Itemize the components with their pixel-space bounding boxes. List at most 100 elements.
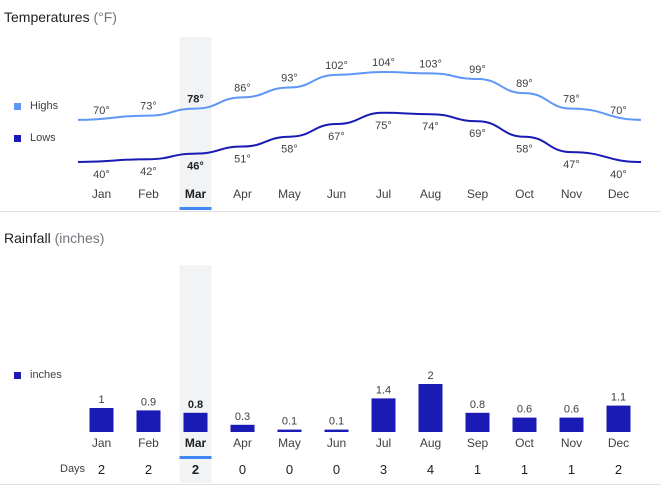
data-label-lows-nov: 47° <box>563 159 580 171</box>
section-divider <box>0 211 661 212</box>
x-tick-label-apr[interactable]: Apr <box>233 187 252 201</box>
selected-month-highlight <box>179 37 212 207</box>
days-value-nov: 1 <box>568 462 575 477</box>
x-tick-label-rainfall-apr[interactable]: Apr <box>233 436 252 450</box>
data-label-highs-jul: 104° <box>372 57 395 69</box>
data-label-lows-jul: 75° <box>375 120 392 132</box>
x-tick-label-rainfall-oct[interactable]: Oct <box>515 436 534 450</box>
data-label-lows-mar: 46° <box>187 161 204 173</box>
x-tick-label-rainfall-mar[interactable]: Mar <box>185 436 207 450</box>
data-label-highs-nov: 78° <box>563 94 580 106</box>
x-tick-label-rainfall-aug[interactable]: Aug <box>420 436 441 450</box>
x-tick-label-jan[interactable]: Jan <box>92 187 111 201</box>
x-tick-label-dec[interactable]: Dec <box>608 187 629 201</box>
x-tick-label-rainfall-jun[interactable]: Jun <box>327 436 346 450</box>
x-tick-label-rainfall-sep[interactable]: Sep <box>467 436 489 450</box>
series-line-lows <box>77 111 642 163</box>
data-label-highs-oct: 89° <box>516 78 533 90</box>
x-tick-label-aug[interactable]: Aug <box>420 187 441 201</box>
legend-lows: Lows <box>14 132 56 144</box>
data-label-highs-feb: 73° <box>140 101 157 113</box>
bar-feb[interactable] <box>136 410 161 432</box>
bar-nov[interactable] <box>559 417 584 432</box>
data-label-highs-apr: 86° <box>234 82 251 94</box>
data-label-lows-may: 58° <box>281 144 298 156</box>
temperatures-title: Temperatures <box>4 9 90 25</box>
x-tick-label-sep[interactable]: Sep <box>467 187 489 201</box>
bar-value-label-apr: 0.3 <box>235 411 250 423</box>
bar-apr[interactable] <box>230 424 255 432</box>
days-value-jan: 2 <box>98 462 105 477</box>
data-label-lows-feb: 42° <box>140 166 157 178</box>
x-tick-label-rainfall-feb[interactable]: Feb <box>138 436 159 450</box>
series-line-highs <box>77 70 642 121</box>
x-tick-label-rainfall-dec[interactable]: Dec <box>608 436 629 450</box>
days-value-apr: 0 <box>239 462 246 477</box>
selected-month-highlight-rainfall <box>179 265 212 483</box>
selected-month-indicator-rainfall <box>179 456 212 459</box>
x-tick-label-jun[interactable]: Jun <box>327 187 346 201</box>
x-tick-label-feb[interactable]: Feb <box>138 187 159 201</box>
days-value-jun: 0 <box>333 462 340 477</box>
bar-mar[interactable] <box>183 412 208 432</box>
x-tick-label-rainfall-jan[interactable]: Jan <box>92 436 111 450</box>
legend-inches-swatch <box>14 371 21 379</box>
bar-dec[interactable] <box>606 405 631 432</box>
data-label-lows-jan: 40° <box>93 169 110 181</box>
legend-lows-label: Lows <box>30 132 56 144</box>
data-label-highs-jan: 70° <box>93 105 110 117</box>
days-value-aug: 4 <box>427 462 434 477</box>
bar-aug[interactable] <box>418 384 443 432</box>
data-label-highs-jun: 102° <box>325 60 348 72</box>
days-value-sep: 1 <box>474 462 481 477</box>
data-label-highs-dec: 70° <box>610 105 627 117</box>
legend-lows-swatch <box>14 134 21 142</box>
bar-may[interactable] <box>277 429 302 432</box>
bottom-divider <box>0 484 661 485</box>
data-label-highs-aug: 103° <box>419 58 442 70</box>
legend-inches-label: inches <box>30 369 62 381</box>
bar-value-label-jul: 1.4 <box>376 384 391 396</box>
rainfall-heading: Rainfall (inches) <box>4 230 104 246</box>
data-label-highs-mar: 78° <box>187 94 204 106</box>
x-tick-label-mar[interactable]: Mar <box>185 187 207 201</box>
data-label-lows-aug: 74° <box>422 121 439 133</box>
bar-jan[interactable] <box>89 408 114 432</box>
bar-jun[interactable] <box>324 429 349 432</box>
days-value-jul: 3 <box>380 462 387 477</box>
days-value-feb: 2 <box>145 462 152 477</box>
bar-value-label-may: 0.1 <box>282 416 297 428</box>
data-label-lows-jun: 67° <box>328 131 345 143</box>
x-tick-label-may[interactable]: May <box>278 187 301 201</box>
legend-highs-swatch <box>14 102 21 110</box>
x-tick-label-rainfall-nov[interactable]: Nov <box>561 436 582 450</box>
days-value-mar: 2 <box>192 462 199 477</box>
days-value-may: 0 <box>286 462 293 477</box>
temperatures-heading: Temperatures (°F) <box>4 9 117 25</box>
temperature-chart: 70° 73° 78° 86° 93° 102° 104° 103° 99° 89° 78° 70° 4… <box>77 37 642 210</box>
bar-jul[interactable] <box>371 398 396 432</box>
days-row-label: Days <box>60 463 86 475</box>
x-tick-label-nov[interactable]: Nov <box>561 187 582 201</box>
bar-value-label-feb: 0.9 <box>141 396 156 408</box>
bar-oct[interactable] <box>512 417 537 432</box>
x-tick-label-jul[interactable]: Jul <box>376 187 391 201</box>
x-tick-label-oct[interactable]: Oct <box>515 187 534 201</box>
bar-value-label-dec: 1.1 <box>611 392 626 404</box>
bar-value-label-nov: 0.6 <box>564 404 579 416</box>
rainfall-title: Rainfall <box>4 230 51 246</box>
rainfall-unit: (inches) <box>54 230 105 246</box>
bar-sep[interactable] <box>465 412 490 432</box>
bar-value-label-mar: 0.8 <box>188 399 203 411</box>
x-tick-label-rainfall-may[interactable]: May <box>278 436 301 450</box>
bar-value-label-sep: 0.8 <box>470 399 485 411</box>
data-label-lows-dec: 40° <box>610 169 627 181</box>
selected-month-indicator <box>179 207 212 210</box>
bar-value-label-aug: 2 <box>427 370 433 382</box>
x-tick-label-rainfall-jul[interactable]: Jul <box>376 436 391 450</box>
bar-value-label-jan: 1 <box>98 394 104 406</box>
data-label-lows-apr: 51° <box>234 154 251 166</box>
data-label-lows-oct: 58° <box>516 144 533 156</box>
legend-inches: inches <box>14 369 62 381</box>
